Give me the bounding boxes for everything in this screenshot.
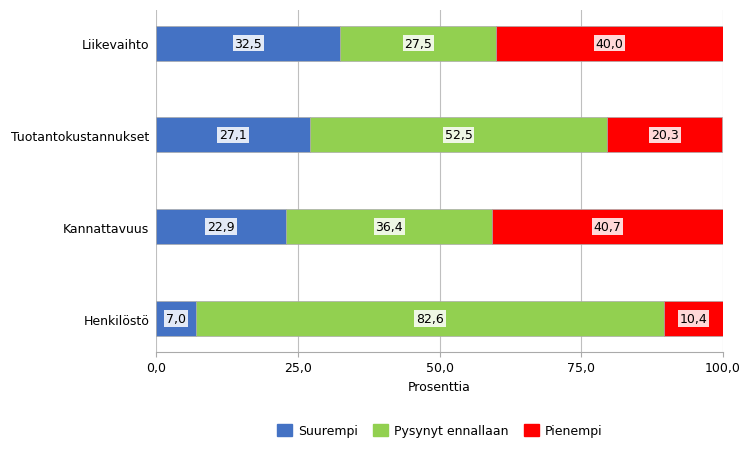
Bar <box>310 118 608 153</box>
Text: 82,6: 82,6 <box>416 313 444 325</box>
Text: 22,9: 22,9 <box>208 221 235 234</box>
Bar <box>156 118 310 153</box>
Text: 27,1: 27,1 <box>220 129 247 142</box>
Bar <box>493 210 723 244</box>
Text: 36,4: 36,4 <box>375 221 403 234</box>
Text: 40,0: 40,0 <box>596 37 623 51</box>
Bar <box>341 27 496 61</box>
Text: 32,5: 32,5 <box>235 37 262 51</box>
Bar <box>286 210 493 244</box>
X-axis label: Prosenttia: Prosenttia <box>408 380 471 393</box>
Text: 27,5: 27,5 <box>405 37 432 51</box>
Bar <box>664 301 723 336</box>
Text: 10,4: 10,4 <box>680 313 708 325</box>
Text: 20,3: 20,3 <box>651 129 679 142</box>
Text: 52,5: 52,5 <box>444 129 472 142</box>
Text: 7,0: 7,0 <box>166 313 186 325</box>
Bar <box>156 27 341 61</box>
Bar <box>156 210 286 244</box>
Bar <box>496 27 723 61</box>
Legend: Suurempi, Pysynyt ennallaan, Pienempi: Suurempi, Pysynyt ennallaan, Pienempi <box>271 419 608 442</box>
Bar <box>156 301 196 336</box>
Bar <box>608 118 723 153</box>
Text: 40,7: 40,7 <box>593 221 622 234</box>
Bar <box>196 301 664 336</box>
